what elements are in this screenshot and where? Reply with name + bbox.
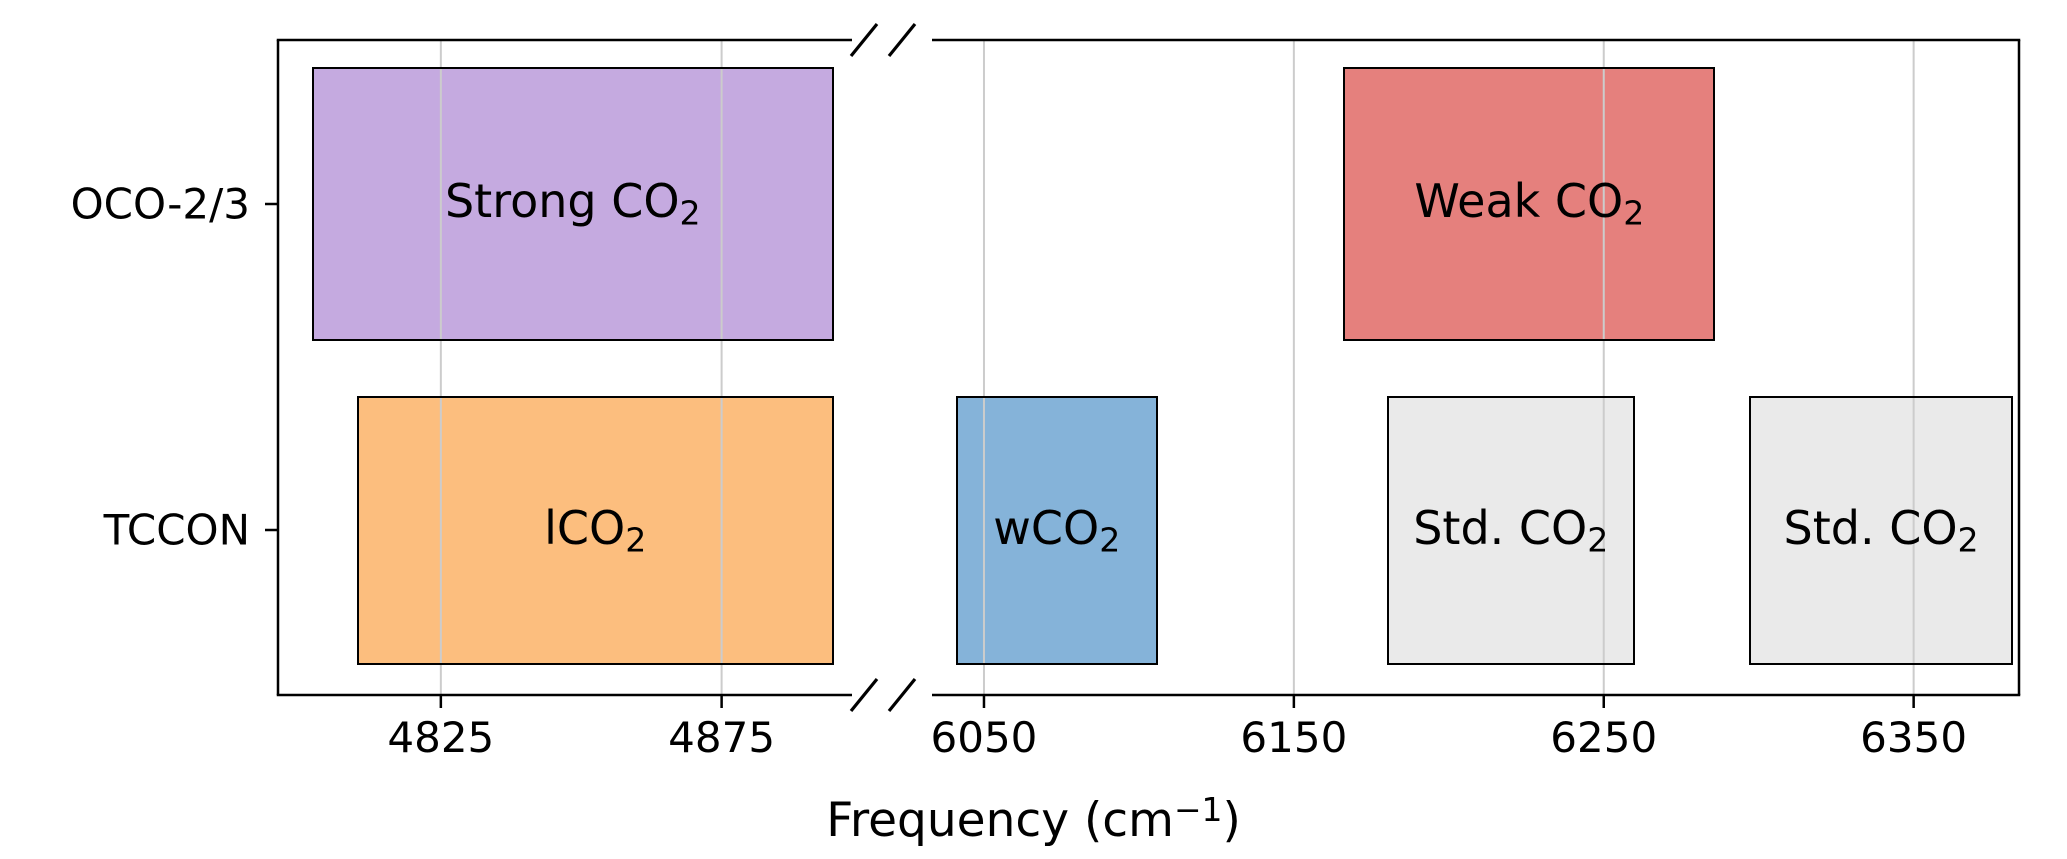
- band-fill-std-co2: [1749, 396, 2013, 665]
- band-label-main-lco2: lCO: [544, 500, 626, 555]
- band-label-main-strong-co2: Strong CO: [444, 174, 680, 229]
- axis-break-mark-bottom: [849, 677, 879, 713]
- band-label-subscript-strong-co2: 2: [679, 193, 701, 233]
- band-fill-strong-co2: [311, 67, 834, 341]
- y-axis-label-tccon: TCCON: [103, 505, 250, 555]
- band-wco2: wCO2: [956, 396, 1158, 665]
- y-axis-label-oco-2-3: OCO-2/3: [70, 179, 250, 229]
- band-label-subscript-std-co2: 2: [1957, 520, 1979, 560]
- band-std-co2: Std. CO2: [1386, 396, 1635, 665]
- axis-break-mark-top: [849, 22, 879, 58]
- axis-break-mark-top: [887, 22, 917, 58]
- x-tick-label-6150: 6150: [1240, 713, 1348, 762]
- x-axis-title-close: ): [1222, 792, 1241, 848]
- band-label-main-std-co2: Std. CO: [1413, 500, 1588, 555]
- x-axis-title-text: Frequency (cm: [826, 792, 1174, 848]
- band-label-subscript-std-co2: 2: [1587, 520, 1609, 560]
- band-label-main-wco2: wCO: [993, 500, 1100, 555]
- band-label-subscript-weak-co2: 2: [1623, 193, 1645, 233]
- band-label-std-co2: Std. CO2: [1784, 505, 1979, 556]
- x-tick-label-4875: 4875: [668, 713, 776, 762]
- band-fill-lco2: [356, 396, 834, 665]
- x-axis-title: Frequency (cm−1): [0, 790, 2067, 848]
- band-label-weak-co2: Weak CO2: [1414, 178, 1644, 229]
- band-label-subscript-lco2: 2: [625, 520, 647, 560]
- axis-break-mark-bottom: [887, 677, 917, 713]
- x-tick-label-4825: 4825: [387, 713, 495, 762]
- x-tick-label-6250: 6250: [1550, 713, 1658, 762]
- x-axis-title-exponent: −1: [1173, 790, 1223, 829]
- x-tick-label-6350: 6350: [1860, 713, 1968, 762]
- band-label-lco2: lCO2: [544, 505, 646, 556]
- band-weak-co2: Weak CO2: [1343, 67, 1716, 341]
- band-label-main-std-co2: Std. CO: [1783, 500, 1958, 555]
- band-label-subscript-wco2: 2: [1099, 520, 1121, 560]
- band-fill-wco2: [956, 396, 1158, 665]
- band-label-wco2: wCO2: [993, 505, 1120, 556]
- band-label-main-weak-co2: Weak CO: [1414, 174, 1624, 229]
- band-fill-std-co2: [1386, 396, 1635, 665]
- x-tick-label-6050: 6050: [930, 713, 1038, 762]
- band-label-strong-co2: Strong CO2: [445, 178, 701, 229]
- band-std-co2: Std. CO2: [1749, 396, 2013, 665]
- band-fill-weak-co2: [1343, 67, 1716, 341]
- band-lco2: lCO2: [356, 396, 834, 665]
- band-strong-co2: Strong CO2: [311, 67, 834, 341]
- band-label-std-co2: Std. CO2: [1413, 505, 1608, 556]
